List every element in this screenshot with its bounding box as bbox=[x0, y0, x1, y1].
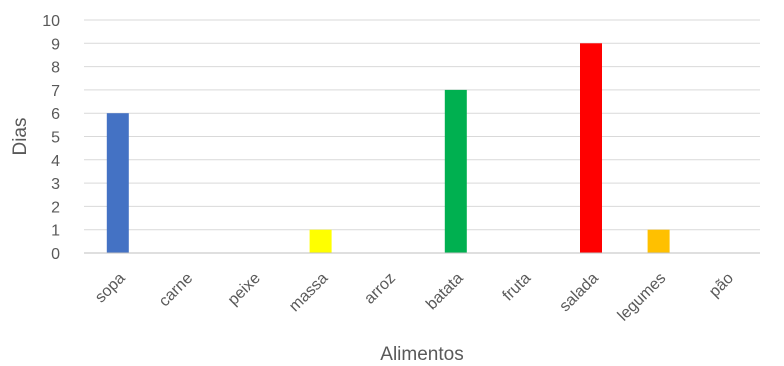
x-tick-label: carne bbox=[156, 270, 196, 310]
x-tick-label: fruta bbox=[500, 270, 535, 305]
y-axis-title: Dias bbox=[10, 117, 31, 155]
x-tick-label: batata bbox=[423, 270, 467, 314]
y-axis-ticks: 0 1 2 3 4 5 6 7 8 9 10 bbox=[42, 13, 60, 263]
x-tick-label: legumes bbox=[615, 270, 670, 325]
x-tick-label: peixe bbox=[225, 270, 264, 309]
x-axis-title: Alimentos bbox=[380, 344, 463, 365]
y-tick-label: 10 bbox=[42, 13, 60, 30]
x-tick-label: sopa bbox=[92, 270, 129, 307]
y-tick-label: 4 bbox=[51, 153, 60, 170]
x-tick-label: salada bbox=[556, 270, 601, 315]
bar-batata bbox=[444, 89, 467, 254]
bar-legumes bbox=[647, 229, 670, 253]
y-tick-label: 0 bbox=[51, 246, 60, 263]
bar-salada bbox=[580, 43, 602, 253]
x-tick-label: arroz bbox=[361, 270, 399, 308]
y-tick-label: 9 bbox=[51, 36, 60, 53]
x-tick-label: pão bbox=[706, 270, 737, 301]
y-tick-label: 3 bbox=[51, 176, 60, 193]
x-tick-label: massa bbox=[286, 270, 331, 315]
y-tick-label: 2 bbox=[51, 199, 60, 216]
bars bbox=[106, 43, 670, 254]
bar-sopa bbox=[106, 113, 129, 253]
y-tick-label: 5 bbox=[51, 130, 60, 147]
gridlines bbox=[84, 19, 760, 231]
x-axis-ticks: sopa carne peixe massa arroz batata fruta salad… bbox=[92, 270, 737, 325]
y-tick-label: 1 bbox=[51, 223, 60, 240]
y-tick-label: 7 bbox=[51, 83, 60, 100]
bar-massa bbox=[309, 229, 332, 253]
y-tick-label: 8 bbox=[51, 60, 60, 77]
y-tick-label: 6 bbox=[51, 106, 60, 123]
